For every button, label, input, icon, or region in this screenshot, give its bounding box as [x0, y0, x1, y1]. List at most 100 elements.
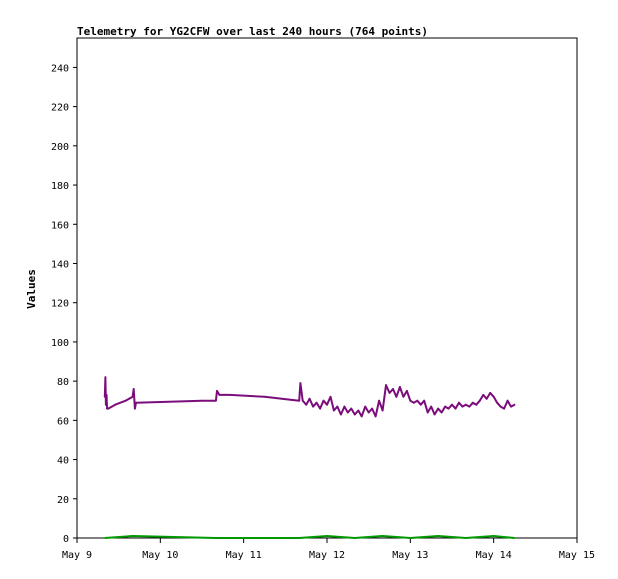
data-point	[104, 376, 107, 379]
data-point	[114, 403, 117, 406]
data-point	[315, 401, 318, 404]
x-tick-label: May 14	[476, 550, 512, 561]
data-point	[299, 382, 302, 384]
data-point	[437, 407, 439, 410]
data-point	[454, 407, 457, 410]
data-point	[478, 399, 481, 402]
data-point	[326, 535, 328, 537]
data-point	[131, 395, 134, 398]
y-axis-title: Values	[25, 269, 38, 309]
data-point	[333, 409, 335, 412]
data-point	[392, 388, 394, 390]
data-point	[215, 537, 217, 539]
data-point	[492, 535, 495, 537]
y-tick-label: 220	[51, 103, 69, 114]
x-tick-label: May 13	[392, 550, 428, 561]
data-point	[499, 405, 502, 408]
data-point	[263, 395, 266, 398]
data-point	[440, 411, 443, 414]
data-point	[336, 405, 339, 408]
series-layer	[103, 376, 516, 539]
x-tick-label: May 11	[226, 550, 262, 561]
data-point	[412, 401, 415, 404]
data-point	[298, 399, 301, 402]
data-point	[218, 394, 221, 396]
data-point	[135, 401, 137, 404]
data-point	[485, 397, 488, 400]
data-point	[395, 395, 398, 398]
data-point	[402, 395, 405, 398]
data-point	[437, 535, 439, 537]
x-tick-label: May 9	[62, 550, 92, 561]
data-point	[399, 386, 401, 388]
data-point	[346, 411, 349, 414]
y-tick-label: 80	[57, 377, 69, 388]
data-point	[458, 401, 460, 404]
data-point	[416, 399, 419, 402]
data-point	[360, 415, 363, 418]
data-point	[322, 399, 325, 402]
data-point	[329, 395, 332, 398]
y-tick-label: 200	[51, 142, 69, 153]
y-tick-label: 240	[51, 63, 69, 74]
data-point	[503, 407, 505, 410]
data-point	[105, 394, 108, 396]
data-point	[308, 397, 311, 400]
data-point	[409, 399, 412, 402]
data-point	[465, 537, 467, 539]
data-point	[132, 388, 135, 390]
data-point	[468, 405, 471, 408]
data-point	[343, 405, 346, 408]
plot-area-frame	[76, 37, 578, 539]
data-point	[371, 407, 373, 410]
data-point	[367, 411, 370, 414]
series-line-1	[104, 535, 515, 539]
data-point	[107, 407, 110, 410]
data-point	[228, 394, 231, 396]
x-tick-label: May 10	[142, 550, 178, 561]
x-tick-label: May 12	[309, 550, 345, 561]
data-point	[340, 413, 342, 416]
y-axis: 0 20 40 60 80 100 120 140 160 180 200 220 240	[51, 63, 77, 545]
data-point	[513, 403, 516, 406]
data-point	[357, 409, 360, 412]
data-point	[461, 405, 464, 408]
data-point	[385, 384, 387, 386]
data-point	[305, 403, 308, 406]
data-point	[211, 399, 214, 402]
data-point	[426, 411, 429, 414]
data-point	[406, 390, 408, 392]
y-tick-label: 100	[51, 338, 69, 349]
data-point	[409, 537, 412, 539]
data-point	[134, 407, 136, 410]
y-tick-label: 40	[57, 456, 69, 467]
data-point	[353, 537, 356, 539]
data-point	[326, 403, 328, 406]
data-point	[489, 392, 492, 394]
data-point	[506, 399, 509, 402]
series-line-0	[103, 376, 515, 418]
data-point	[492, 395, 495, 398]
data-point	[451, 403, 453, 406]
data-point	[215, 399, 217, 402]
data-point	[510, 405, 512, 408]
data-point	[444, 405, 446, 408]
data-point	[350, 407, 353, 410]
data-point	[374, 415, 377, 418]
data-point	[201, 399, 203, 402]
data-point	[298, 537, 301, 539]
data-point	[482, 394, 485, 396]
y-tick-label: 120	[51, 299, 69, 310]
data-point	[381, 409, 384, 412]
data-point	[319, 407, 321, 410]
data-point	[105, 403, 107, 406]
chart-title: Telemetry for YG2CFW over last 240 hours…	[77, 25, 428, 38]
data-point	[364, 405, 367, 408]
data-point	[312, 405, 314, 408]
data-point	[423, 399, 426, 402]
data-point	[216, 390, 218, 392]
y-tick-label: 140	[51, 259, 69, 270]
data-point	[103, 537, 106, 539]
y-tick-label: 180	[51, 181, 69, 192]
